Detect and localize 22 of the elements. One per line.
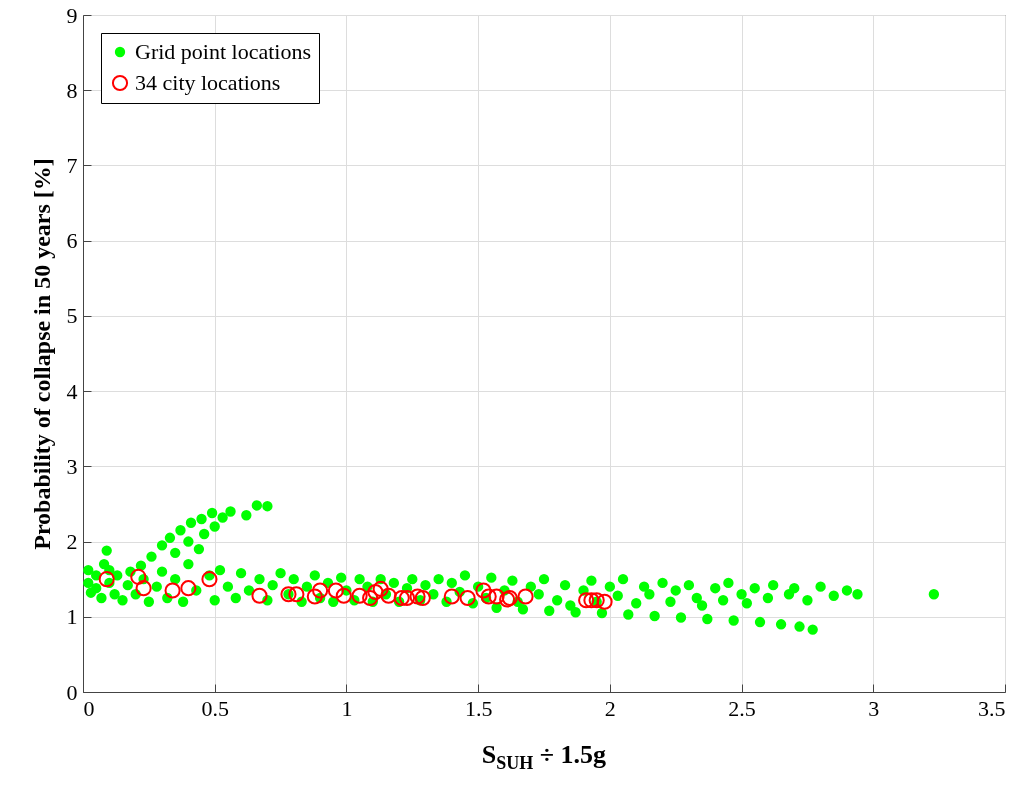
y-tick-label: 1 — [66, 604, 78, 630]
x-tick-label: 0.5 — [201, 695, 229, 721]
legend-label: Grid point locations — [135, 39, 311, 64]
y-tick-label: 4 — [66, 378, 78, 404]
x-tick-label: 1 — [341, 695, 353, 721]
y-tick-label: 8 — [66, 77, 78, 103]
y-tick-label: 0 — [66, 679, 78, 705]
x-tick-label: 2 — [604, 695, 616, 721]
y-axis-title: Probability of collapse in 50 years [%] — [28, 158, 55, 550]
x-tick-label: 2.5 — [728, 695, 756, 721]
x-tick-label: 3.5 — [978, 695, 1006, 721]
x-tick-label: 0 — [83, 695, 95, 721]
y-tick-label: 3 — [66, 453, 78, 479]
legend-label: 34 city locations — [135, 70, 281, 95]
x-axis-title: S$_{SUH}$ ÷ 1.5g — [480, 740, 608, 775]
y-tick-label: 5 — [66, 303, 78, 329]
x-tick-label: 1.5 — [464, 695, 493, 721]
y-tick-label: 2 — [66, 529, 78, 555]
x-tick-label: 3 — [868, 695, 880, 721]
y-tick-label: 6 — [66, 228, 78, 254]
y-tick-label: 7 — [66, 152, 78, 178]
y-tick-label: 9 — [66, 2, 78, 28]
